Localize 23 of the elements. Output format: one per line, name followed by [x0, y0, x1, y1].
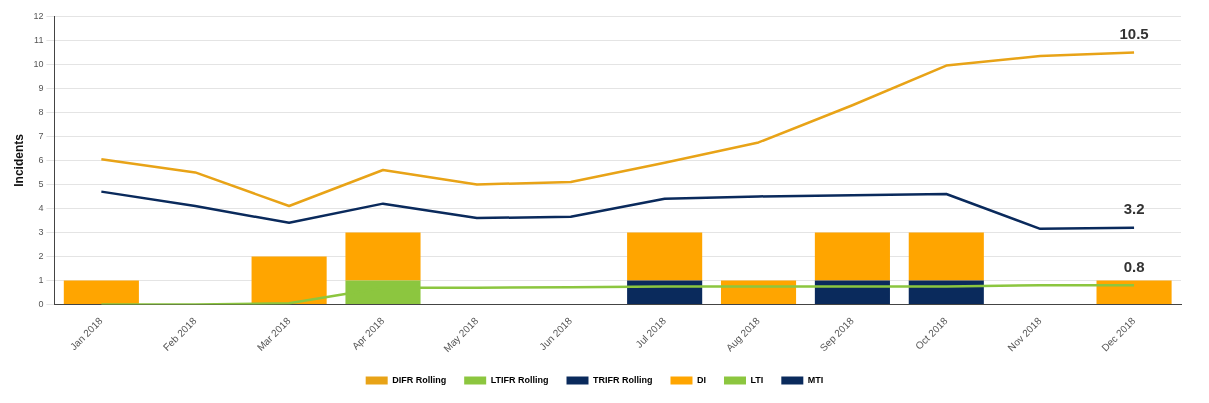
- y-tick-label: 12: [33, 10, 44, 21]
- y-tick-label: 1: [38, 274, 44, 285]
- y-tick-label: 5: [38, 178, 44, 189]
- y-axis-title: Incidents: [11, 133, 26, 187]
- legend-label: MTI: [807, 374, 824, 385]
- legend-label: TRIFR Rolling: [593, 374, 653, 385]
- data-label: 3.2: [1123, 200, 1145, 218]
- y-tick-label: 9: [38, 82, 44, 93]
- y-tick-label: 7: [38, 130, 44, 141]
- y-tick-label: 10: [33, 58, 44, 69]
- y-tick-label: 11: [34, 34, 44, 45]
- legend-label: LTIFR Rolling: [490, 374, 549, 385]
- y-tick-label: 3: [38, 226, 44, 237]
- y-tick-label: 8: [38, 106, 44, 117]
- legend-label: DI: [696, 374, 706, 385]
- data-label: 0.8: [1123, 257, 1145, 275]
- y-tick-label: 6: [38, 154, 44, 165]
- data-label: 10.5: [1119, 25, 1149, 43]
- y-tick-label: 2: [38, 250, 44, 261]
- y-tick-label: 4: [38, 202, 44, 213]
- legend-label: LTI: [750, 374, 764, 385]
- legend-label: DIFR Rolling: [392, 374, 447, 385]
- y-tick-label: 0: [38, 298, 44, 309]
